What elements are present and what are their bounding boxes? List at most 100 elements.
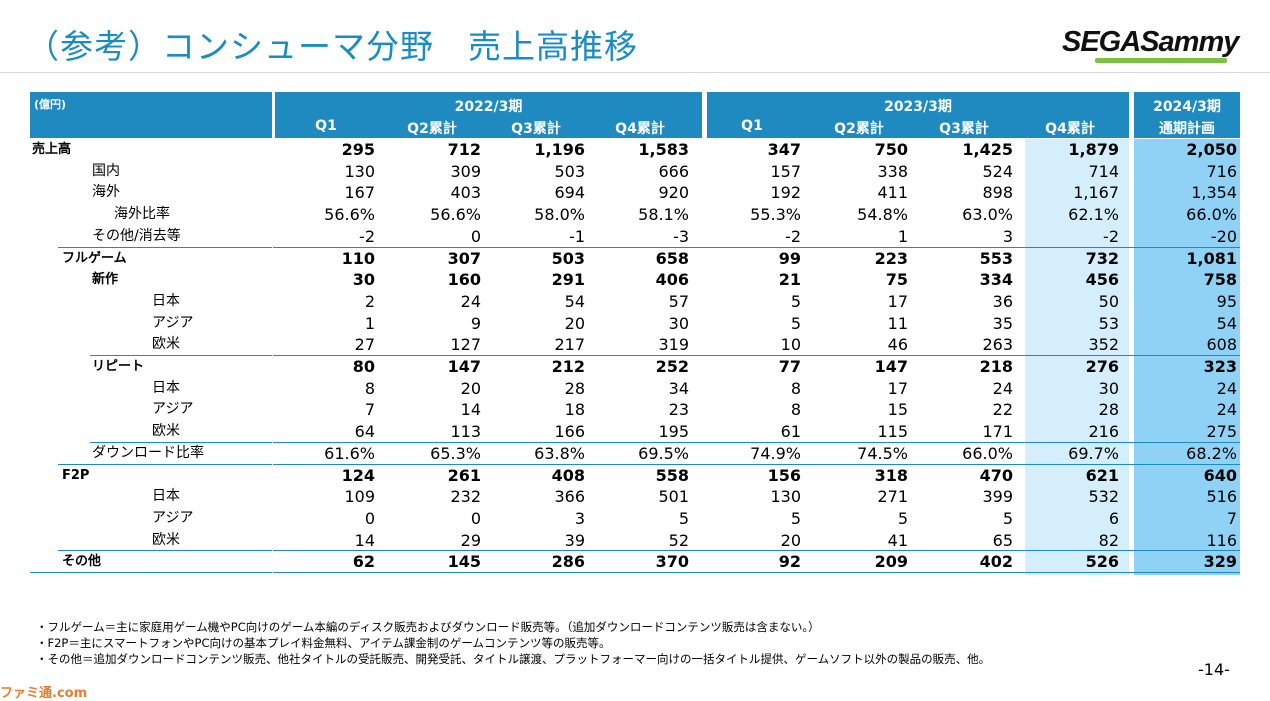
cell-value: 403	[450, 183, 481, 203]
title-divider	[0, 72, 1270, 73]
table-row: 売上高 295 712 1,196 1,583 347 750 1,425 1,879 2,050	[30, 139, 1240, 161]
cell-value: 470	[979, 465, 1013, 485]
cell-value: 10	[780, 335, 801, 355]
cell-value: 406	[655, 270, 689, 290]
cell-value: 58.0%	[534, 205, 585, 225]
cell-value: 41	[887, 530, 908, 550]
cell-value: 171	[982, 422, 1013, 442]
cell-value: 61.6%	[324, 443, 375, 463]
cell-value: 503	[554, 161, 585, 181]
cell-value: 0	[470, 508, 481, 528]
cell-value: 147	[447, 357, 481, 376]
watermark: ファミ通.com	[0, 686, 88, 701]
cell-value: 110	[341, 248, 375, 268]
cell-value: 20	[780, 530, 801, 550]
cell-value: 20	[564, 313, 585, 333]
cell-value: 53	[1098, 313, 1119, 333]
cell-value: 50	[1098, 291, 1119, 311]
cell-value: 56.6%	[324, 205, 375, 225]
cell-value: 252	[655, 357, 689, 376]
cell-value: 526	[1085, 552, 1119, 572]
cell-value: 52	[668, 530, 689, 550]
cell-value: 130	[770, 487, 801, 507]
row-label: 欧米	[152, 336, 180, 353]
cell-value: 18	[564, 400, 585, 420]
cell-value: 209	[874, 552, 908, 572]
cell-value: -3	[673, 226, 689, 246]
row-label: 欧米	[152, 531, 180, 548]
cell-value: 329	[1203, 552, 1237, 572]
cell-value: 55.3%	[750, 205, 801, 225]
cell-value: 30	[668, 313, 689, 333]
cell-value: 1,425	[962, 140, 1013, 159]
cell-value: 127	[450, 335, 481, 355]
cell-value: 218	[979, 357, 1013, 376]
cell-value: 74.9%	[750, 443, 801, 463]
cell-value: 714	[1088, 161, 1119, 181]
table-row: 日本 109 232 366 501 130 271 399 532 516	[30, 486, 1240, 508]
cell-value: 74.5%	[857, 443, 908, 463]
cell-value: 1,354	[1191, 183, 1237, 203]
row-label: アジア	[152, 509, 194, 526]
cell-value: 558	[655, 465, 689, 485]
cell-value: 232	[450, 487, 481, 507]
cell-value: 166	[554, 422, 585, 442]
row-label: 海外比率	[114, 206, 170, 223]
cell-value: 156	[767, 465, 801, 485]
table-row: その他/消去等 -2 0 -1 -3 -2 1 3 -2 -20	[30, 226, 1240, 248]
cell-value: 30	[1098, 378, 1119, 398]
header-column-label: Q4累計	[1045, 121, 1095, 137]
cell-value: 352	[1088, 335, 1119, 355]
cell-value: 275	[1206, 422, 1237, 442]
cell-value: 263	[982, 335, 1013, 355]
row-separator	[90, 441, 1240, 443]
cell-value: 62	[352, 552, 375, 572]
cell-value: 24	[992, 378, 1013, 398]
cell-value: 56.6%	[430, 205, 481, 225]
cell-value: 57	[668, 291, 689, 311]
cell-value: 116	[1206, 530, 1237, 550]
row-separator	[58, 246, 1240, 248]
table-row: リピート 80 147 212 252 77 147 218 276 323	[30, 356, 1240, 378]
table-row: 欧米 14 29 39 52 20 41 65 82 116	[30, 530, 1240, 552]
cell-value: 75	[885, 270, 908, 290]
cell-value: 212	[551, 357, 585, 376]
cell-value: 408	[551, 465, 585, 485]
cell-value: 21	[778, 270, 801, 290]
cell-value: 271	[877, 487, 908, 507]
unit-label: (億円)	[34, 98, 67, 111]
cell-value: 192	[770, 183, 801, 203]
cell-value: 658	[655, 248, 689, 268]
row-label: 欧米	[152, 423, 180, 440]
cell-value: 334	[979, 270, 1013, 290]
cell-value: -1	[569, 226, 585, 246]
cell-value: 35	[992, 313, 1013, 333]
footnote: ・F2P＝主にスマートフォンやPC向けの基本プレイ料金無料、アイテム課金制のゲー…	[36, 636, 611, 650]
cell-value: 22	[992, 400, 1013, 420]
cell-value: 195	[658, 422, 689, 442]
cell-value: 147	[874, 357, 908, 376]
page-title: （参考）コンシューマ分野 売上高推移	[26, 27, 638, 66]
header-unit-cell: (億円)	[30, 92, 272, 138]
row-label: アジア	[152, 401, 194, 418]
cell-value: 307	[447, 248, 481, 268]
cell-value: 95	[1216, 291, 1237, 311]
table-row: フルゲーム 110 307 503 658 99 223 553 732 1,081	[30, 248, 1240, 270]
cell-value: 532	[1088, 487, 1119, 507]
row-separator	[58, 463, 1240, 465]
cell-value: 608	[1206, 335, 1237, 355]
cell-value: 0	[470, 226, 481, 246]
cell-value: 66.0%	[1186, 205, 1237, 225]
footnote: ・フルゲーム＝主に家庭用ゲーム機やPC向けのゲーム本編のディスク販売およびダウン…	[36, 620, 820, 634]
row-separator	[30, 572, 1240, 573]
header-column-label: Q4累計	[615, 121, 665, 137]
cell-value: 5	[1002, 508, 1013, 528]
footnotes: ・フルゲーム＝主に家庭用ゲーム機やPC向けのゲーム本編のディスク販売およびダウン…	[36, 619, 990, 667]
table-row: アジア 1 9 20 30 5 11 35 53 54	[30, 313, 1240, 335]
cell-value: 5	[790, 313, 801, 333]
row-label: フルゲーム	[62, 250, 127, 266]
row-label: 日本	[152, 292, 180, 309]
header-column-label: Q2累計	[834, 121, 884, 137]
row-label: リピート	[92, 359, 145, 374]
table-row: 海外比率 56.6% 56.6% 58.0% 58.1% 55.3% 54.8% 63.0% 6…	[30, 204, 1240, 226]
